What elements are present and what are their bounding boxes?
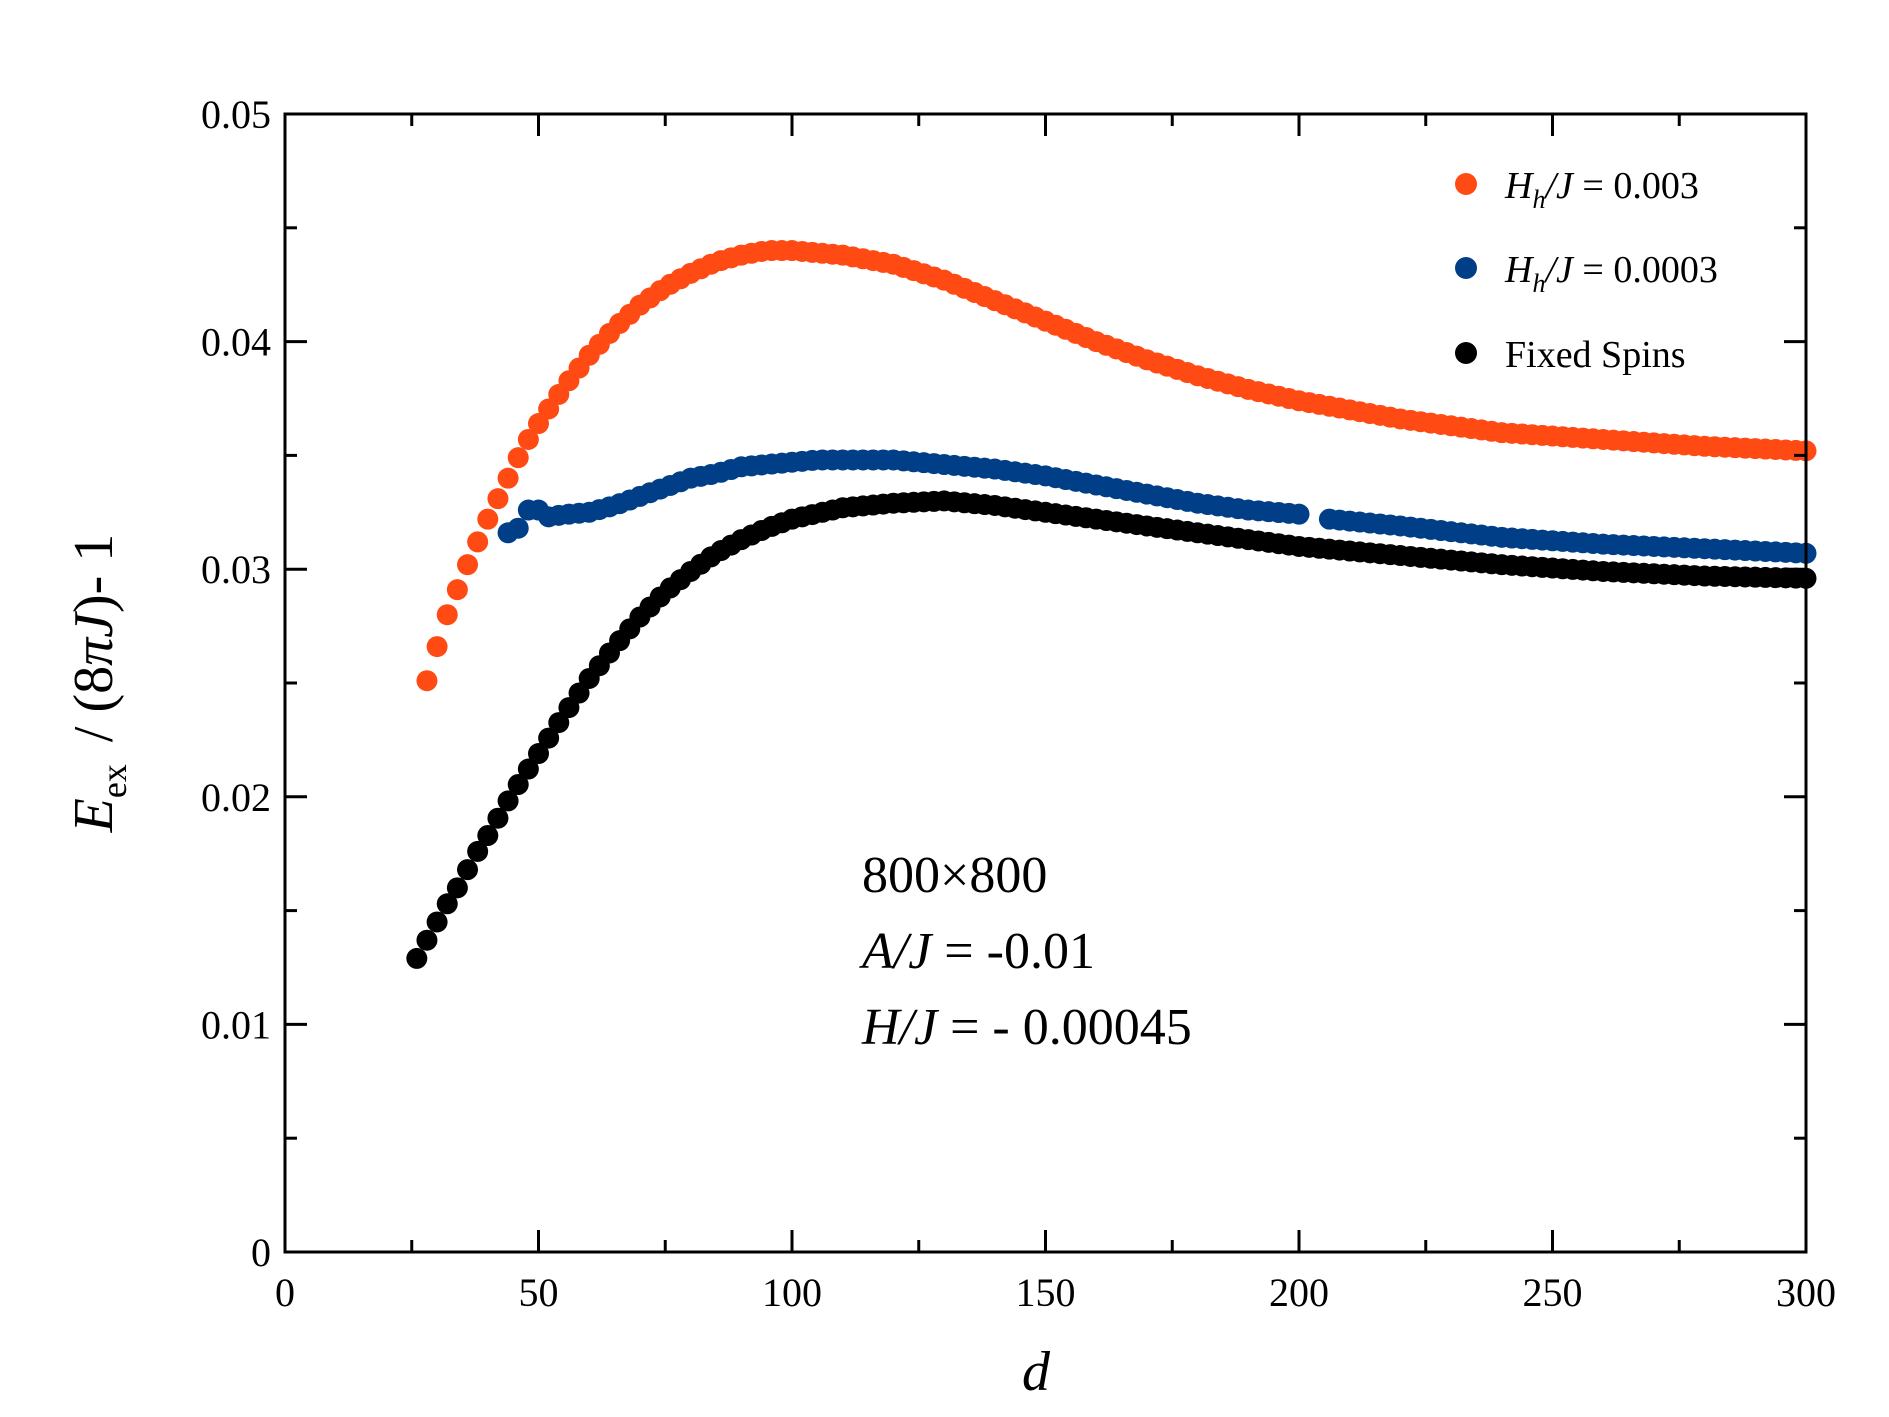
x-tick-label: 50 (519, 1270, 559, 1315)
legend-1-j: /J (1543, 165, 1575, 207)
annotation-field: H/J = - 0.00045 (861, 999, 1192, 1056)
y-tick-label: 0.01 (201, 1002, 271, 1047)
y-tick-label: 0.05 (201, 92, 271, 137)
data-point-series-3 (528, 743, 549, 765)
axis-ticks (283, 112, 1808, 1254)
x-tick-label: 100 (762, 1270, 822, 1315)
y-axis-title-sub: ex (94, 764, 134, 798)
y-tick-label: 0.04 (201, 320, 271, 365)
data-point-series-3 (406, 947, 428, 969)
data-point-series-1 (467, 531, 489, 553)
data-markers (406, 240, 1817, 969)
annotation-field-var: H/J (861, 999, 940, 1056)
data-point-series-3 (457, 859, 479, 881)
annotation-anisotropy: A/J = -0.01 (859, 923, 1095, 980)
data-point-series-2 (507, 517, 529, 539)
legend-label-series-3: Fixed Spins (1505, 334, 1686, 376)
legend-1-sub: h (1532, 185, 1545, 214)
data-point-series-3 (487, 807, 509, 829)
data-point-series-1 (446, 579, 468, 601)
legend-marker-series-1 (1455, 173, 1477, 195)
y-tick-label: 0.03 (201, 547, 271, 592)
legend-1-h: H (1504, 165, 1535, 207)
y-axis-title-j: J (63, 610, 125, 638)
x-tick-label: 300 (1776, 1270, 1836, 1315)
y-tick-label: 0.02 (201, 775, 271, 820)
legend-2-sub: h (1532, 269, 1545, 298)
data-point-series-1 (517, 428, 539, 450)
data-point-series-3 (517, 758, 539, 780)
legend-label-series-2: Hh/J = 0.0003 (1504, 249, 1718, 298)
data-point-series-3 (548, 712, 570, 734)
data-point-series-3 (446, 877, 468, 899)
legend-label-series-1: Hh/J = 0.003 (1504, 165, 1699, 214)
x-tick-label: 0 (275, 1270, 295, 1315)
data-point-series-1 (477, 508, 499, 530)
data-point-series-1 (416, 670, 438, 692)
tick-labels: 0 50 100 150 200 250 300 0 0.01 0.02 0.03 0.04 0.05 (201, 92, 1836, 1315)
data-point-series-1 (457, 554, 479, 576)
annotation-field-val: = - 0.00045 (937, 999, 1192, 1056)
data-point-series-3 (467, 840, 489, 862)
y-axis-title-rest1: / (8 (63, 666, 125, 742)
legend-1-val: = 0.003 (1573, 165, 1699, 207)
data-point-series-3 (477, 824, 499, 846)
y-axis-title: Eex / (8πJ)- 1 (63, 534, 134, 834)
data-point-series-3 (426, 911, 448, 933)
legend-marker-series-2 (1455, 257, 1477, 279)
data-point-series-1 (507, 447, 529, 469)
legend-marker-series-3 (1455, 342, 1477, 364)
data-point-series-1 (538, 398, 560, 420)
x-tick-label: 250 (1523, 1270, 1583, 1315)
data-point-series-1 (487, 488, 509, 510)
y-axis-title-rest2: )- 1 (63, 534, 125, 613)
x-axis-title: d (1022, 1341, 1051, 1403)
y-axis-title-e: E (63, 798, 125, 833)
data-point-series-1 (497, 467, 519, 489)
annotation-anisotropy-var: A/J (859, 923, 934, 980)
data-point-series-2 (1288, 503, 1310, 525)
y-axis-title-pi: π (63, 636, 125, 666)
data-point-series-3 (568, 682, 590, 704)
data-point-series-3 (436, 893, 458, 915)
data-point-series-3 (507, 774, 529, 796)
x-tick-label: 150 (1016, 1270, 1076, 1315)
data-point-series-1 (528, 413, 549, 435)
legend-2-j: /J (1543, 249, 1575, 291)
annotation-size: 800×800 (862, 847, 1047, 904)
legend-2-h: H (1504, 249, 1535, 291)
data-point-series-1 (436, 604, 458, 626)
legend: Hh/J = 0.003 Hh/J = 0.0003 Fixed Spins (1455, 165, 1718, 376)
x-tick-label: 200 (1269, 1270, 1329, 1315)
data-point-series-3 (538, 727, 560, 749)
legend-2-val: = 0.0003 (1573, 249, 1718, 291)
data-point-series-3 (497, 790, 519, 812)
data-point-series-3 (416, 929, 438, 951)
y-tick-label: 0 (251, 1230, 271, 1275)
data-point-series-1 (426, 636, 448, 658)
parameter-annotation: 800×800 A/J = -0.01 H/J = - 0.00045 (859, 847, 1192, 1056)
data-point-series-3 (558, 697, 580, 719)
annotation-anisotropy-val: = -0.01 (931, 923, 1095, 980)
